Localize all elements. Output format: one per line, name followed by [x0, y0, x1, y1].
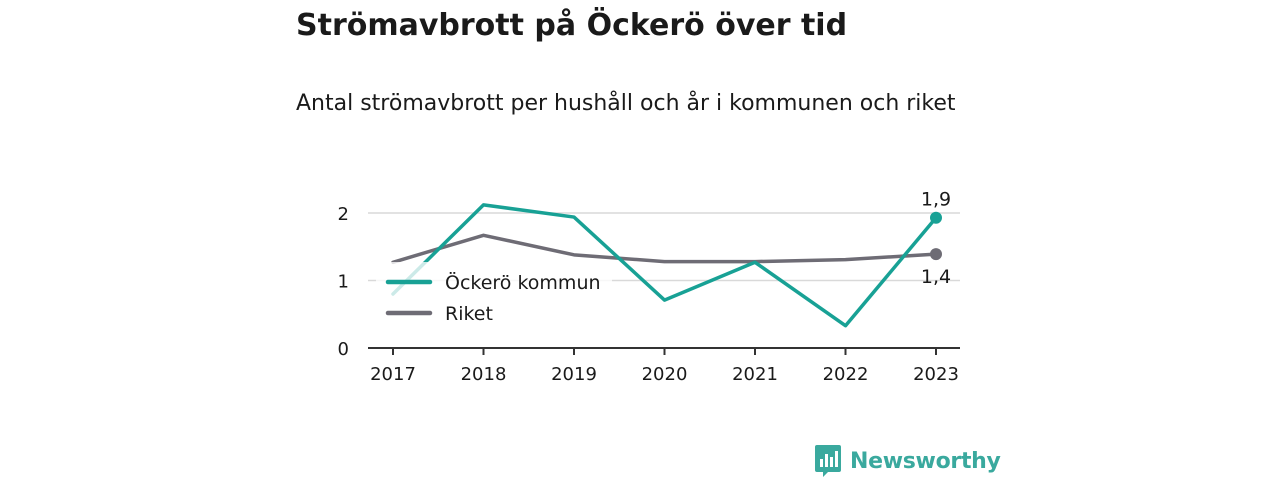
x-tick-label: 2021 [732, 364, 778, 385]
x-axis: 2017 2018 2019 2020 2021 2022 2023 [368, 347, 960, 385]
newsworthy-logo-icon [815, 445, 841, 477]
x-tick-label: 2018 [461, 364, 507, 385]
legend-background [376, 262, 612, 332]
x-tick-label: 2017 [370, 364, 416, 385]
chart-subtitle: Antal strömavbrott per hushåll och år i … [296, 91, 956, 116]
brand-name: Newsworthy [850, 448, 1001, 474]
series-lines [391, 203, 942, 328]
end-point-ockero [930, 211, 942, 224]
end-point-riket [930, 248, 942, 261]
end-label-ockero: 1,9 [921, 189, 951, 211]
y-axis-ticks: 0 1 2 [338, 204, 349, 360]
x-tick-label: 2023 [913, 364, 959, 385]
x-tick-label: 2022 [823, 364, 869, 385]
y-tick-label: 1 [338, 272, 349, 293]
end-label-riket: 1,4 [921, 266, 951, 288]
brand-logo: Newsworthy [814, 444, 1001, 478]
series-line-ockero [391, 203, 938, 328]
legend: Öckerö kommun Riket [376, 262, 612, 332]
legend-label: Riket [445, 303, 493, 325]
x-tick-label: 2019 [551, 364, 597, 385]
legend-label: Öckerö kommun [445, 271, 601, 294]
y-tick-label: 2 [338, 204, 349, 225]
x-tick-label: 2020 [642, 364, 688, 385]
line-chart: 0 1 2 2017 2018 2019 2020 2021 2022 2023 Öckerö … [338, 189, 960, 385]
end-labels: 1,9 1,4 [921, 189, 951, 288]
y-tick-label: 0 [338, 339, 349, 360]
series-line-riket [391, 233, 938, 265]
chart-title: Strömavbrott på Öckerö över tid [296, 8, 848, 43]
